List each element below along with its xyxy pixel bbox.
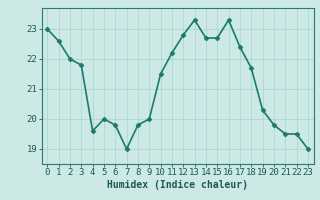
X-axis label: Humidex (Indice chaleur): Humidex (Indice chaleur)	[107, 180, 248, 190]
